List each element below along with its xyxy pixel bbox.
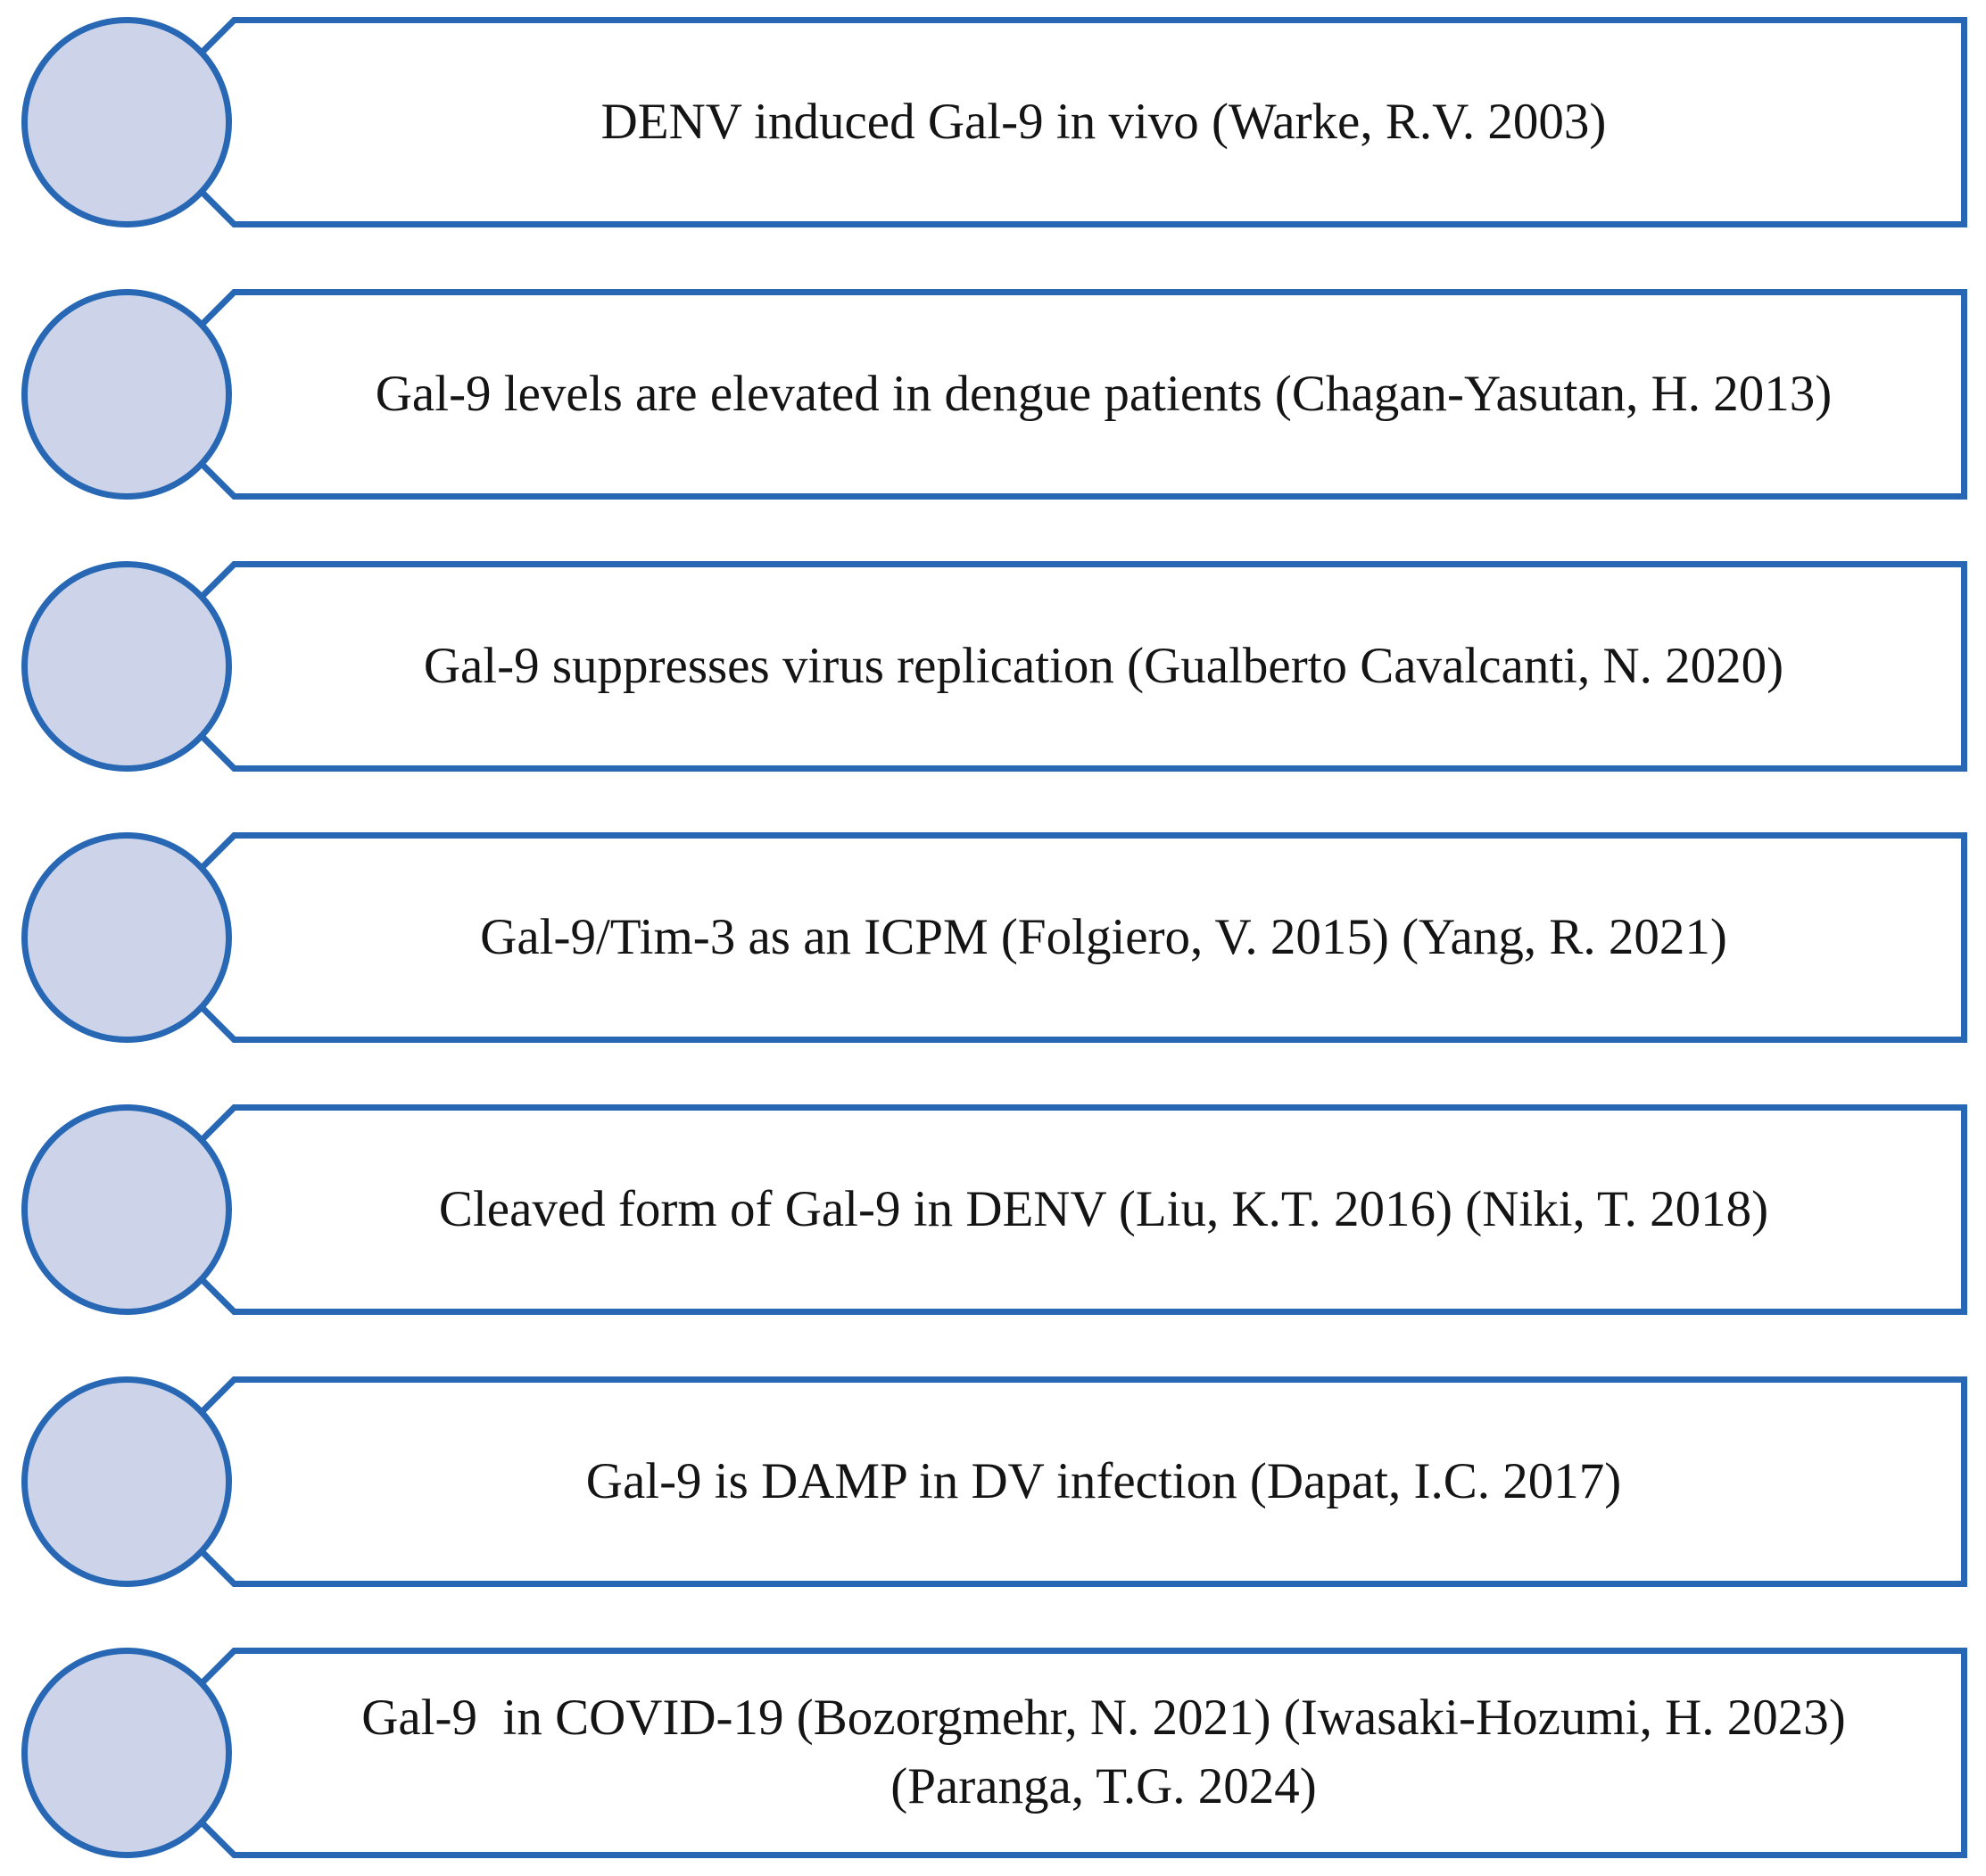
banner-text-line: Gal-9 levels are elevated in dengue pati… <box>375 365 1833 422</box>
timeline-row: Gal-9 is DAMP in DV infection (Dapat, I.… <box>0 1376 1986 1587</box>
banner-text: Gal-9 levels are elevated in dengue pati… <box>243 289 1965 500</box>
banner-text-line: Gal-9 suppresses virus replication (Gual… <box>423 637 1784 694</box>
milestone-circle <box>21 1104 232 1315</box>
banner-text-line: Gal-9 is DAMP in DV infection (Dapat, I.… <box>585 1452 1622 1509</box>
banner-text-line: Gal-9 in COVID-19 (Bozorgmehr, N. 2021) … <box>361 1690 1846 1747</box>
banner-text-line: Cleaved form of Gal-9 in DENV (Liu, K.T.… <box>438 1180 1769 1237</box>
milestone-circle <box>21 289 232 500</box>
timeline-row: Gal-9 in COVID-19 (Bozorgmehr, N. 2021) … <box>0 1648 1986 1858</box>
banner-shape <box>128 289 1967 500</box>
timeline-row: Cleaved form of Gal-9 in DENV (Liu, K.T.… <box>0 1104 1986 1315</box>
milestone-circle <box>21 832 232 1043</box>
milestone-circle <box>21 1648 232 1858</box>
banner-text: Gal-9 suppresses virus replication (Gual… <box>243 561 1965 772</box>
banner-graphic <box>21 17 1967 227</box>
milestone-circle <box>21 1376 232 1587</box>
banner-text-line: DENV induced Gal-9 in vivo (Warke, R.V. … <box>600 93 1607 150</box>
banner-graphic <box>21 1104 1967 1315</box>
banner-shape <box>128 1376 1967 1587</box>
banner-text-line: (Paranga, T.G. 2024) <box>890 1758 1317 1814</box>
banner-text-line: Gal-9/Tim-3 as an ICPM (Folgiero, V. 201… <box>480 908 1727 965</box>
banner-graphic <box>21 561 1967 772</box>
banner-graphic <box>21 1648 1967 1858</box>
milestone-circle <box>21 17 232 227</box>
milestone-circle <box>21 561 232 772</box>
banner-text: Gal-9 is DAMP in DV infection (Dapat, I.… <box>243 1376 1965 1587</box>
banner-graphic <box>21 1376 1967 1587</box>
banner-shape <box>128 561 1967 772</box>
banner-shape <box>128 1648 1967 1858</box>
banner-text: DENV induced Gal-9 in vivo (Warke, R.V. … <box>243 17 1965 227</box>
timeline-row: DENV induced Gal-9 in vivo (Warke, R.V. … <box>0 17 1986 227</box>
banner-shape <box>128 1104 1967 1315</box>
timeline-row: Gal-9 suppresses virus replication (Gual… <box>0 561 1986 772</box>
banner-graphic <box>21 832 1967 1043</box>
timeline-row: Gal-9/Tim-3 as an ICPM (Folgiero, V. 201… <box>0 832 1986 1043</box>
banner-shape <box>128 832 1967 1043</box>
timeline-row: Gal-9 levels are elevated in dengue pati… <box>0 289 1986 500</box>
banner-text: Gal-9/Tim-3 as an ICPM (Folgiero, V. 201… <box>243 832 1965 1043</box>
banner-graphic <box>21 289 1967 500</box>
banner-text: Cleaved form of Gal-9 in DENV (Liu, K.T.… <box>243 1104 1965 1315</box>
banner-shape <box>128 17 1967 227</box>
banner-text: Gal-9 in COVID-19 (Bozorgmehr, N. 2021) … <box>243 1648 1965 1858</box>
